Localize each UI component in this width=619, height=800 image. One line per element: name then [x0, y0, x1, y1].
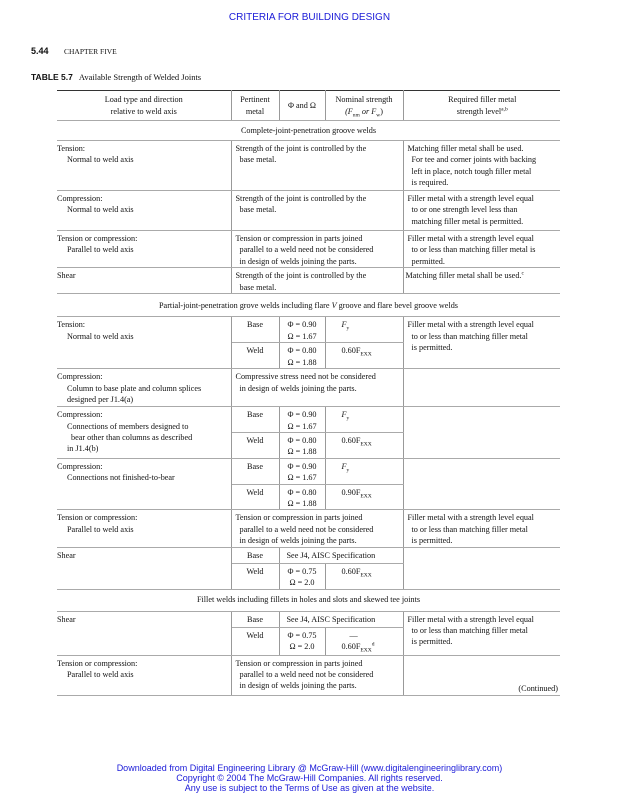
table-caption: TABLE 5.7 Available Strength of Welded Jo… [31, 72, 201, 82]
section-header-pjp: Partial-joint-penetration grove welds in… [57, 293, 560, 318]
col-header-phi-omega: Φ and Ω [278, 90, 326, 121]
table-row: Weld Φ = 0.80 Ω = 1.88 0.90FEXX [57, 484, 560, 511]
table-row: Shear Strength of the joint is controlle… [57, 267, 560, 295]
table-row: Compression: Column to base plate and col… [57, 368, 560, 408]
section-header-fillet: Fillet welds including fillets in holes … [57, 589, 560, 612]
table-row: Tension or compression: Parallel to weld … [57, 655, 560, 696]
footer: Downloaded from Digital Engineering Libr… [0, 763, 619, 793]
table-row: Compression: Connections not finished-to-… [57, 458, 560, 511]
table-row: Compression: Connections of members desig… [57, 406, 560, 459]
table-row: Weld Φ = 0.75 Ω = 2.0 0.60FEXX [57, 563, 560, 590]
page-number: 5.44 [31, 46, 49, 56]
table-label: TABLE 5.7 [31, 72, 73, 82]
table-row: Weld Φ = 0.80 Ω = 1.88 0.60FEXX [57, 342, 560, 370]
table-header-row: Load type and direction relative to weld … [57, 90, 560, 121]
table-row: Tension or compression: Parallel to weld … [57, 230, 560, 269]
col-header-nominal: Nominal strength (Fnm or Fw) [325, 90, 403, 121]
footer-download-link[interactable]: Downloaded from Digital Engineering Libr… [116, 763, 503, 773]
table-row: Shear Base See J4, AISC Specification [57, 547, 560, 590]
footer-terms: Any use is subject to the Terms of Use a… [184, 783, 435, 793]
continued-note: (Continued) [518, 684, 558, 693]
table-row: Shear Base See J4, AISC Specification Fi… [57, 611, 560, 656]
col-header-metal: Pertinent metal [231, 90, 279, 121]
table-row: Weld Φ = 0.75 Ω = 2.0 —0.60FEXXd [57, 627, 560, 656]
section-header-cjp: Complete-joint-penetration groove welds [57, 120, 560, 141]
table-row: Tension or compression: Parallel to weld … [57, 509, 560, 548]
welded-joints-table: Load type and direction relative to weld … [57, 90, 560, 696]
table-row: Compression: Normal to weld axis Strength… [57, 190, 560, 231]
chapter-label: CHAPTER FIVE [64, 47, 117, 56]
footer-copyright: Copyright © 2004 The McGraw-Hill Compani… [176, 773, 443, 783]
col-header-load: Load type and direction relative to weld … [57, 90, 232, 121]
table-row: Tension: Normal to weld axis Base Φ = 0.9… [57, 316, 560, 370]
table-row: Weld Φ = 0.80 Ω = 1.88 0.60FEXX [57, 432, 560, 459]
running-head: CRITERIA FOR BUILDING DESIGN [228, 12, 391, 23]
col-header-filler: Required filler metal strength levela,b [402, 90, 560, 121]
table-title: Available Strength of Welded Joints [78, 72, 202, 82]
table-row: Tension: Normal to weld axis Strength of … [57, 140, 560, 191]
